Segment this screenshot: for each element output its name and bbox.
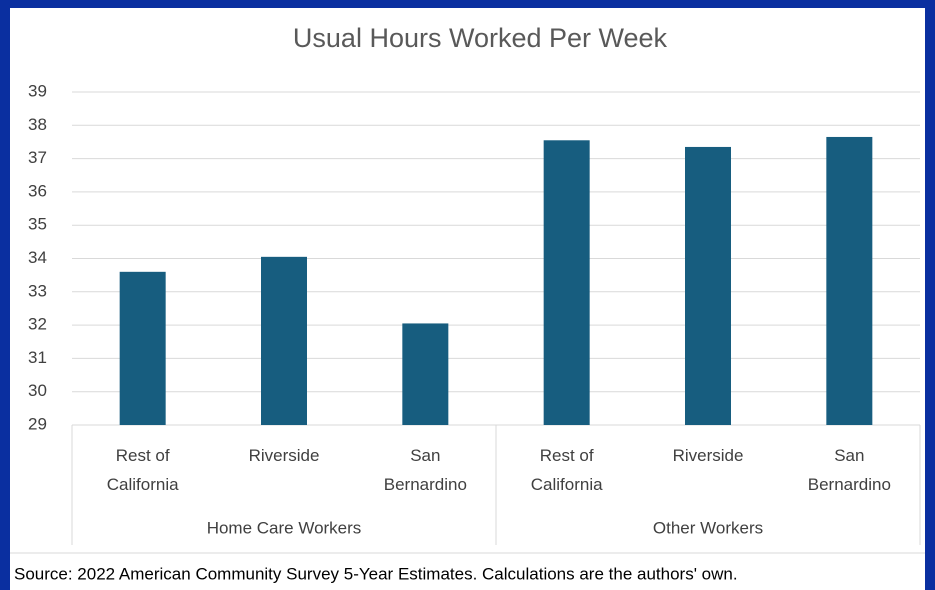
bar: [543, 140, 590, 425]
group-label: Other Workers: [653, 518, 763, 537]
x-tick-label: Rest of California: [530, 446, 603, 494]
y-tick-label: 30: [28, 381, 47, 400]
x-label-box: San Bernardino: [383, 446, 467, 494]
y-tick-label: 34: [28, 248, 47, 267]
source-note: Source: 2022 American Community Survey 5…: [14, 564, 738, 583]
x-tick-label: San Bernardino: [383, 446, 467, 494]
y-tick-label: 31: [28, 348, 47, 367]
x-label-box: Rest of California: [530, 446, 603, 494]
y-tick-label: 38: [28, 115, 47, 134]
chart-title: Usual Hours Worked Per Week: [293, 23, 668, 53]
bar: [826, 136, 873, 425]
y-tick-label: 35: [28, 215, 47, 234]
x-tick-label: Riverside: [248, 446, 320, 465]
x-tick-label: Riverside: [672, 446, 744, 465]
y-tick-label: 33: [28, 281, 47, 300]
y-tick-label: 39: [28, 81, 47, 100]
x-label-box: Rest of California: [106, 446, 179, 494]
bar: [119, 271, 166, 425]
x-tick-label: Rest of California: [106, 446, 179, 494]
y-tick-label: 32: [28, 315, 47, 334]
x-label-box: Riverside: [248, 446, 320, 465]
bar: [402, 323, 449, 425]
y-tick-label: 29: [28, 414, 47, 433]
bar: [261, 256, 307, 425]
x-label-box: San Bernardino: [807, 446, 891, 494]
y-tick-label: 37: [28, 148, 47, 167]
y-tick-label: 36: [28, 181, 47, 200]
x-label-box: Riverside: [672, 446, 744, 465]
group-label: Home Care Workers: [207, 518, 362, 537]
x-tick-label: San Bernardino: [807, 446, 891, 494]
bar: [685, 146, 731, 425]
